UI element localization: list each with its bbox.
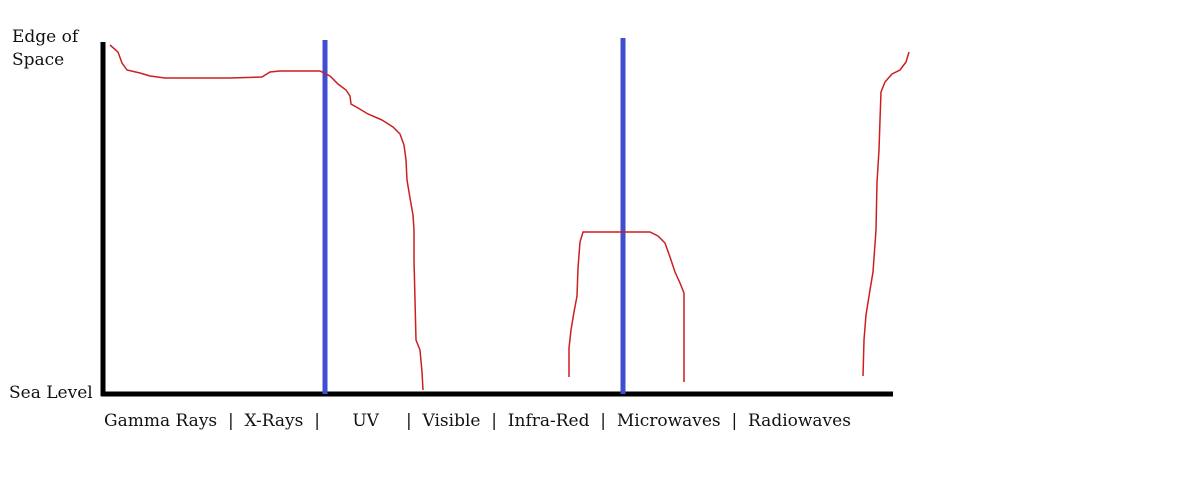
spectrum-band-labels: Gamma Rays | X-Rays | UV | Visible | Inf… <box>104 411 851 431</box>
absorption-curve-infrared-microwaves <box>568 231 685 382</box>
absorption-curve-gamma-uv <box>109 44 424 391</box>
absorption-curve-radiowaves <box>862 51 910 377</box>
y-axis-bottom-label: Sea Level <box>9 383 93 403</box>
y-axis-top-label: Edge of Space <box>12 27 79 70</box>
